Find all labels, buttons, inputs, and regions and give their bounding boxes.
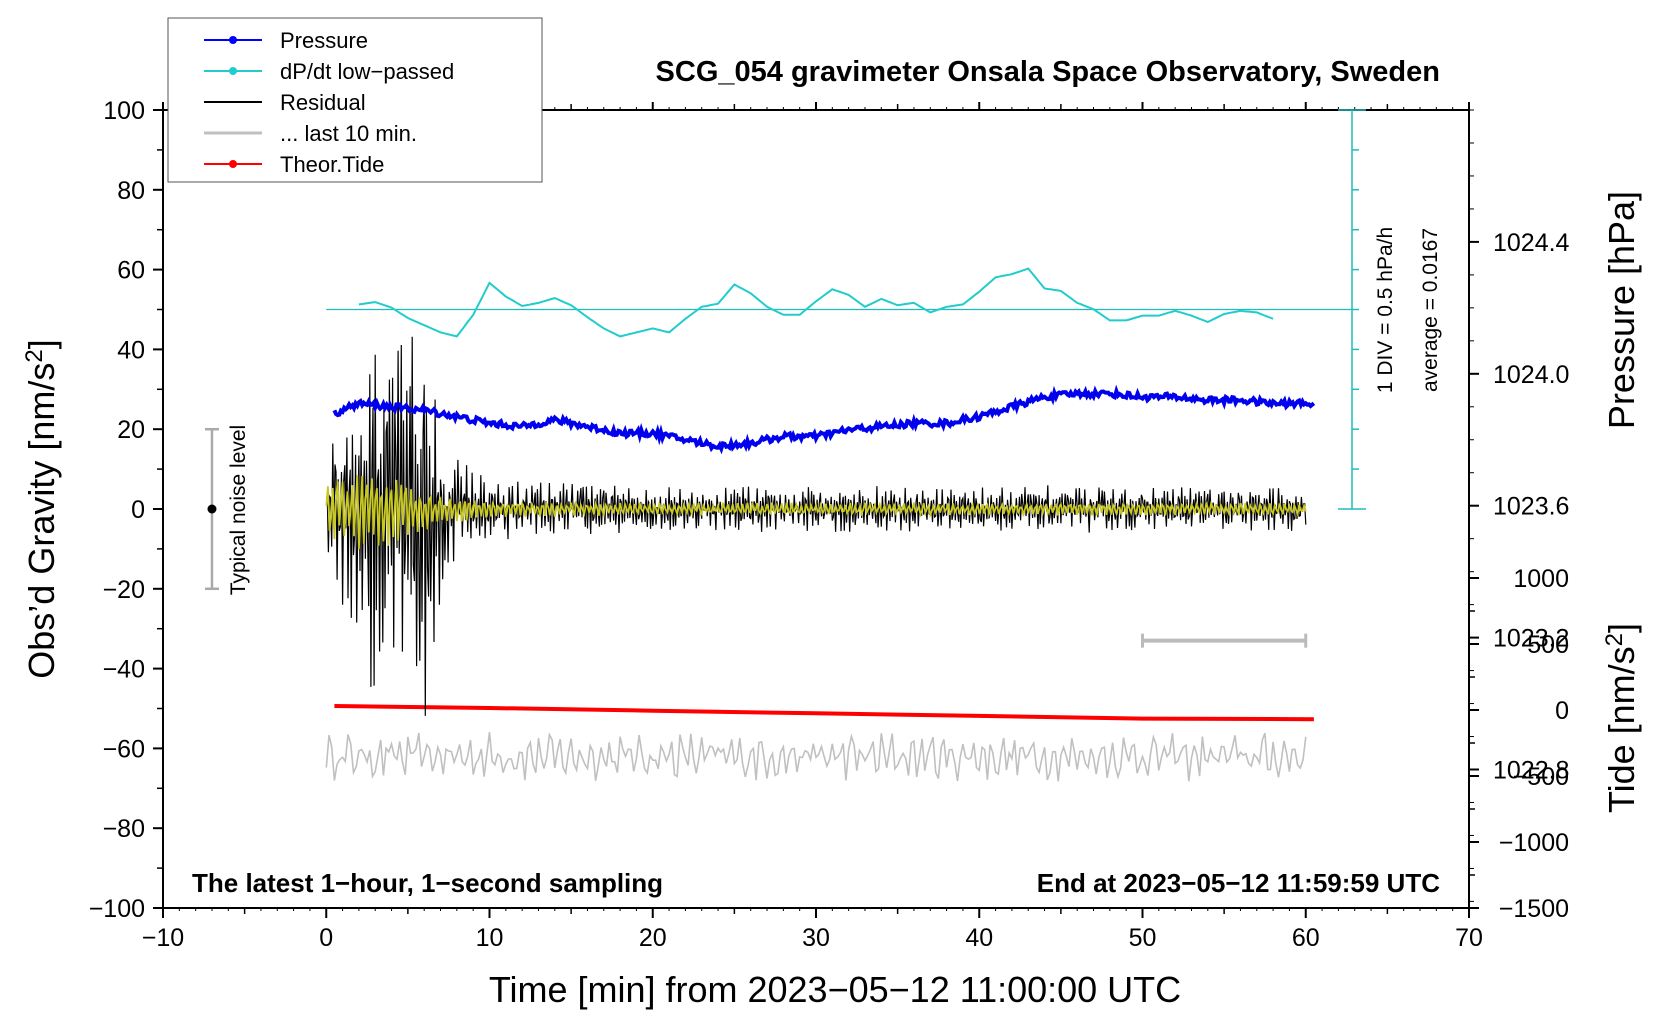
legend-marker <box>229 36 237 44</box>
legend-label: Residual <box>280 90 366 115</box>
x-tick-label: 10 <box>476 924 504 952</box>
x-tick-label: 20 <box>639 924 667 952</box>
legend-marker <box>229 67 237 75</box>
dpdt-average-label: average = 0.0167 <box>1419 228 1442 392</box>
tide-tick-label: 500 <box>1527 631 1569 659</box>
y-tick-label: 100 <box>103 97 145 125</box>
pressure-tick-label: 1024.0 <box>1493 361 1569 389</box>
chart-title: SCG_054 gravimeter Onsala Space Observat… <box>656 56 1440 88</box>
x-tick-label: 70 <box>1455 924 1483 952</box>
y-axis-tide-title: Tide [nm/s2] <box>1601 623 1642 813</box>
tide-tick-label: 0 <box>1555 697 1569 725</box>
y-axis-gravity-title-sup: 2 <box>21 349 48 362</box>
series-last-10-min <box>325 731 1307 782</box>
tide-tick-label: −1500 <box>1499 895 1569 923</box>
series-theor-tide <box>334 704 1314 722</box>
legend-box <box>167 17 543 183</box>
legend-label: ... last 10 min. <box>280 121 417 146</box>
legend-label: dP/dt low−passed <box>280 59 454 84</box>
y-tick-label: 40 <box>117 336 145 364</box>
x-tick-label: 40 <box>965 924 993 952</box>
x-axis: −10 0 10 20 30 40 50 60 70 <box>142 102 1483 952</box>
y-tick-label: 0 <box>131 496 145 524</box>
tide-tick-label: −500 <box>1513 763 1569 791</box>
last-10-min-bar <box>1141 633 1308 648</box>
y-tick-label: −60 <box>103 735 145 763</box>
bottom-right-note: End at 2023−05−12 11:59:59 UTC <box>1037 868 1440 898</box>
pressure-tick-label: 1023.2 <box>1493 625 1569 653</box>
legend-label: Pressure <box>280 28 368 53</box>
y-axis-pressure: 1022.8 1023.2 1023.6 1024.0 1024.4 <box>1469 109 1570 902</box>
series-residual <box>325 336 1307 716</box>
y-tick-label: −80 <box>103 815 145 843</box>
pressure-tick-label: 1023.6 <box>1493 493 1569 521</box>
y-tick-label: 20 <box>117 416 145 444</box>
series-layer <box>325 267 1316 782</box>
x-tick-label: −10 <box>142 924 184 952</box>
y-tick-label: −40 <box>103 656 145 684</box>
series-dpdt <box>358 267 1274 338</box>
pressure-tick-label: 1022.8 <box>1493 757 1569 785</box>
x-tick-label: 0 <box>319 924 333 952</box>
y-tick-label: 80 <box>117 177 145 205</box>
x-axis-title: Time [min] from 2023−05−12 11:00:00 UTC <box>489 969 1181 1010</box>
y-tick-label: 60 <box>117 257 145 285</box>
bottom-left-note: The latest 1−hour, 1−second sampling <box>192 868 663 898</box>
y-axis-gravity-title: Obs’d Gravity [nm/s2] <box>21 339 62 678</box>
y-tick-label: −20 <box>103 576 145 604</box>
dpdt-scale-label: 1 DIV = 0.5 hPa/h <box>1374 227 1397 393</box>
y-tick-label: −100 <box>89 895 145 923</box>
legend: Pressure dP/dt low−passed Residual ... last… <box>167 17 543 183</box>
legend-label: Theor.Tide <box>280 152 384 177</box>
y-axis-pressure-title: Pressure [hPa] <box>1601 191 1642 429</box>
y-axis-tide-title-sup: 2 <box>1601 633 1628 646</box>
noise-level-indicator <box>204 427 219 591</box>
y-axis-gravity: −100 −80 −60 −40 −20 0 20 40 60 80 100 <box>89 97 163 923</box>
series-pressure <box>332 384 1316 455</box>
series-residual-lowpassed <box>325 475 1307 550</box>
legend-marker <box>229 160 237 168</box>
x-tick-label: 50 <box>1129 924 1157 952</box>
tide-tick-label: −1000 <box>1499 829 1569 857</box>
x-tick-label: 60 <box>1292 924 1320 952</box>
tide-tick-label: 1000 <box>1513 565 1569 593</box>
y-axis-tide: −1500 −1000 −500 0 500 1000 <box>1469 565 1569 923</box>
noise-label: Typical noise level <box>227 425 250 595</box>
dpdt-scale-ruler <box>326 109 1366 510</box>
noise-center-dot <box>207 504 217 514</box>
x-tick-label: 30 <box>802 924 830 952</box>
pressure-tick-label: 1024.4 <box>1493 229 1570 257</box>
